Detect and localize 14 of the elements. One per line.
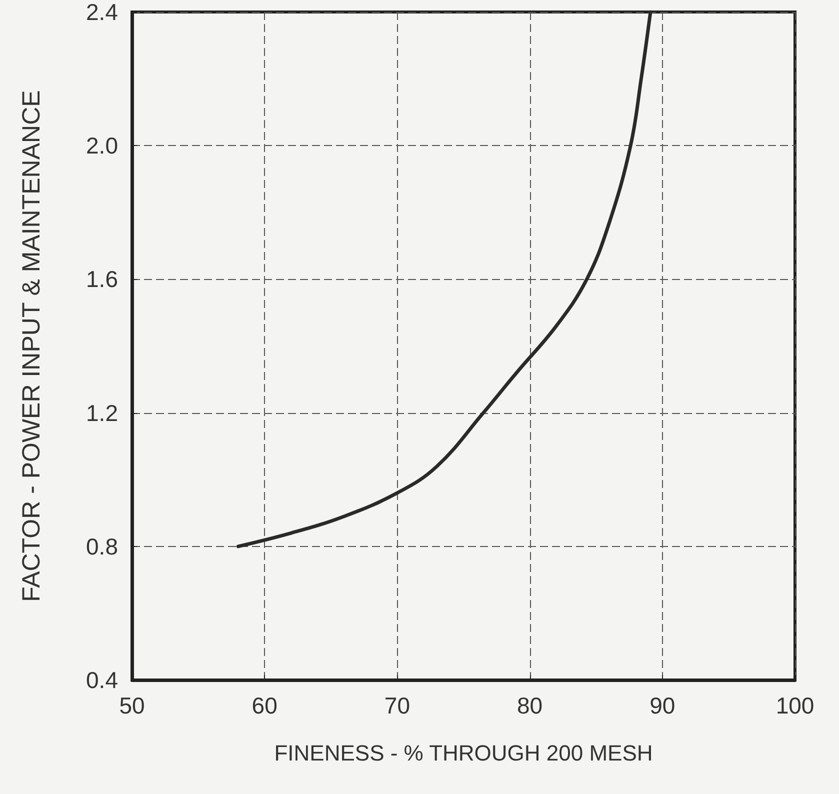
y-tick-label: 2.0 (86, 132, 118, 159)
y-axis-title: FACTOR - POWER INPUT & MAINTENANCE (18, 90, 46, 602)
y-tick-label: 1.2 (86, 400, 118, 426)
x-tick-label: 80 (517, 692, 543, 718)
x-tick-label: 50 (119, 692, 145, 718)
x-axis-title: FINENESS - % THROUGH 200 MESH (274, 740, 653, 766)
x-tick-label: 100 (776, 692, 814, 718)
x-tick-label: 70 (384, 692, 410, 718)
x-tick-label: 90 (650, 692, 676, 718)
x-tick-label: 60 (252, 692, 278, 718)
y-tick-label: 2.4 (86, 0, 118, 25)
y-tick-label: 1.6 (86, 266, 118, 292)
y-tick-label: 0.8 (86, 533, 118, 560)
y-tick-label: 0.4 (86, 667, 118, 693)
